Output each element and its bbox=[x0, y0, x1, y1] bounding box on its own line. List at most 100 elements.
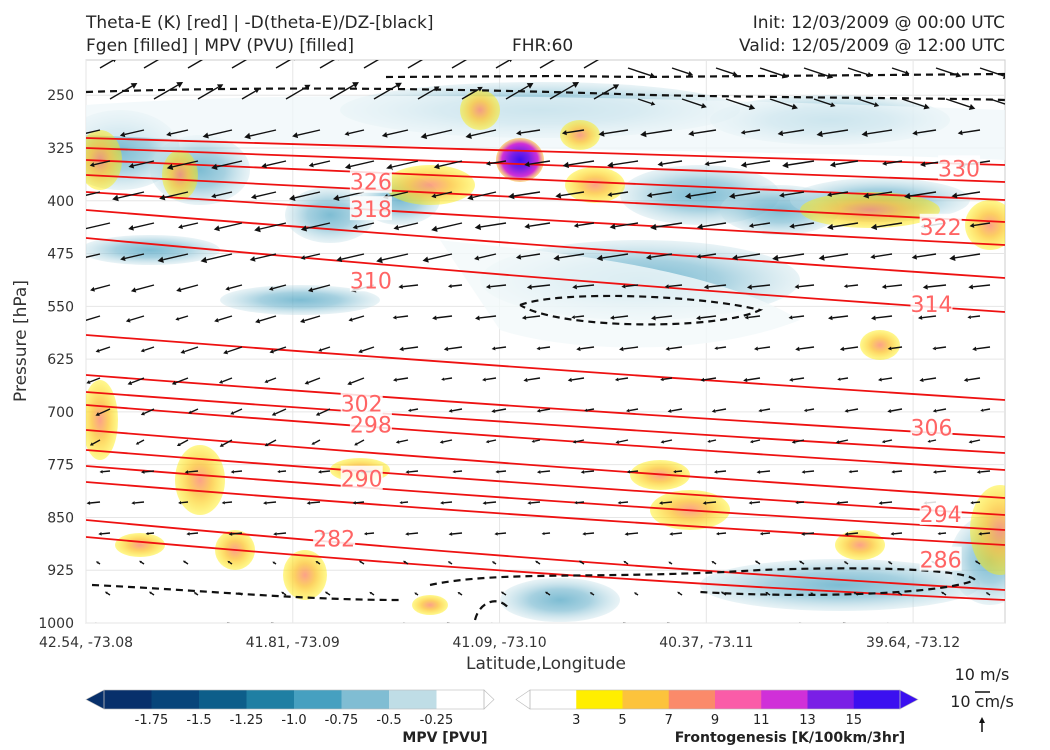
wind-vector-head bbox=[927, 439, 931, 443]
wind-vector bbox=[875, 315, 893, 319]
wind-vector bbox=[490, 284, 507, 288]
wind-vector-head bbox=[772, 254, 779, 262]
wind-vector-head bbox=[744, 315, 749, 320]
valid-time: Valid: 12/05/2009 @ 12:00 UTC bbox=[739, 36, 1005, 56]
theta-e-label: 290 bbox=[341, 468, 383, 493]
colorbar-tick: -0.75 bbox=[325, 713, 359, 728]
wind-vector-head bbox=[612, 84, 620, 90]
wind-vector bbox=[801, 624, 804, 626]
wind-vector bbox=[777, 253, 805, 259]
colorbar-bin bbox=[294, 690, 342, 709]
frontogenesis-region bbox=[970, 485, 1005, 575]
wind-vector bbox=[582, 624, 584, 626]
wind-vector bbox=[222, 439, 233, 446]
wind-vector-head bbox=[712, 623, 715, 625]
colorbar-tick: 5 bbox=[618, 713, 626, 728]
wind-vector-head bbox=[621, 284, 626, 289]
wind-vector bbox=[751, 284, 771, 288]
wind-vector-head bbox=[89, 442, 94, 446]
wind-vector bbox=[447, 346, 463, 350]
wind-vector bbox=[186, 624, 188, 626]
theta-e-label-bg bbox=[340, 390, 383, 415]
theta-e-label: 286 bbox=[920, 549, 962, 574]
wind-vector-head bbox=[649, 72, 656, 79]
wind-vector-head bbox=[732, 254, 738, 261]
wind-vector bbox=[436, 222, 463, 230]
frontogenesis-region bbox=[385, 165, 475, 205]
wind-vector-head bbox=[119, 131, 126, 138]
wind-vector bbox=[889, 562, 893, 565]
wind-vector bbox=[164, 191, 189, 199]
title-line-1: Theta-E (K) [red] | -D(theta-E)/DZ-[blac… bbox=[86, 13, 434, 33]
y-tick-label: 325 bbox=[47, 141, 74, 157]
wind-vector-head bbox=[598, 130, 605, 137]
wind-vector-head bbox=[398, 284, 403, 290]
wind-vector-head bbox=[376, 256, 383, 264]
theta-e-label: 294 bbox=[920, 503, 962, 528]
wind-vector bbox=[824, 253, 849, 259]
theta-e-line bbox=[86, 404, 1005, 471]
wind-vector bbox=[86, 222, 111, 230]
wind-vector bbox=[86, 253, 101, 258]
wind-vector-head bbox=[830, 102, 836, 108]
wind-vector-head bbox=[157, 256, 164, 263]
wind-vector bbox=[229, 561, 233, 565]
wind-vector bbox=[934, 625, 936, 626]
wind-vector-head bbox=[873, 102, 880, 108]
wind-vector-head bbox=[555, 192, 562, 199]
wind-vector bbox=[927, 284, 947, 288]
wind-vector-head bbox=[756, 623, 759, 625]
wind-vector bbox=[144, 470, 155, 473]
wind-vector bbox=[488, 439, 497, 443]
wind-vector-head bbox=[527, 501, 531, 505]
x-tick-label: 41.09, -73.10 bbox=[452, 635, 546, 651]
wind-vector bbox=[629, 470, 639, 473]
wind-vector bbox=[625, 624, 628, 626]
wind-vector-head bbox=[980, 408, 984, 412]
mpv-region bbox=[700, 559, 980, 611]
wind-vector bbox=[444, 377, 453, 380]
wind-vector bbox=[485, 501, 497, 504]
wind-vector-head bbox=[193, 592, 197, 595]
wind-vector bbox=[143, 60, 160, 69]
wind-vector-head bbox=[553, 254, 560, 261]
wind-vector bbox=[163, 253, 189, 261]
wind-vector-head bbox=[626, 470, 631, 474]
colorbar-tick: 3 bbox=[572, 713, 580, 728]
wind-vector bbox=[722, 592, 727, 596]
wind-vector bbox=[575, 439, 585, 443]
wind-vector bbox=[623, 346, 639, 350]
wind-vector-head bbox=[491, 622, 493, 623]
wind-vector bbox=[97, 624, 100, 626]
wind-vector bbox=[408, 532, 419, 535]
wind-vector-head bbox=[700, 377, 705, 382]
colorbar-tick: 9 bbox=[711, 713, 719, 728]
wind-vector-head bbox=[781, 72, 789, 79]
wind-vector bbox=[671, 67, 689, 75]
wind-vector bbox=[708, 160, 727, 165]
wind-vector-head bbox=[920, 161, 926, 168]
wind-vector-head bbox=[963, 377, 968, 383]
wind-vector bbox=[613, 315, 629, 319]
wind-vector bbox=[321, 470, 331, 473]
wind-vector bbox=[138, 439, 145, 444]
theta-e-label: 302 bbox=[341, 392, 383, 417]
wind-vector-head bbox=[779, 192, 785, 198]
wind-vector-head bbox=[949, 254, 956, 261]
theta-e-line bbox=[86, 191, 1005, 246]
wind-vector bbox=[804, 470, 815, 473]
wind-vector bbox=[498, 470, 507, 473]
wind-vector-head bbox=[211, 193, 217, 199]
wind-vector bbox=[651, 191, 673, 196]
theta-e-label-bg bbox=[938, 155, 981, 180]
wind-vector bbox=[748, 315, 761, 319]
wind-vector-head bbox=[521, 315, 527, 320]
wind-vector-head bbox=[853, 592, 857, 595]
wind-vector-head bbox=[801, 532, 805, 536]
wind-vector-head bbox=[795, 501, 799, 505]
wind-vector-head bbox=[968, 284, 974, 290]
wind-vector bbox=[935, 67, 957, 76]
wind-vector bbox=[693, 129, 717, 135]
wind-vector bbox=[219, 222, 243, 229]
wind-vector bbox=[435, 191, 453, 197]
